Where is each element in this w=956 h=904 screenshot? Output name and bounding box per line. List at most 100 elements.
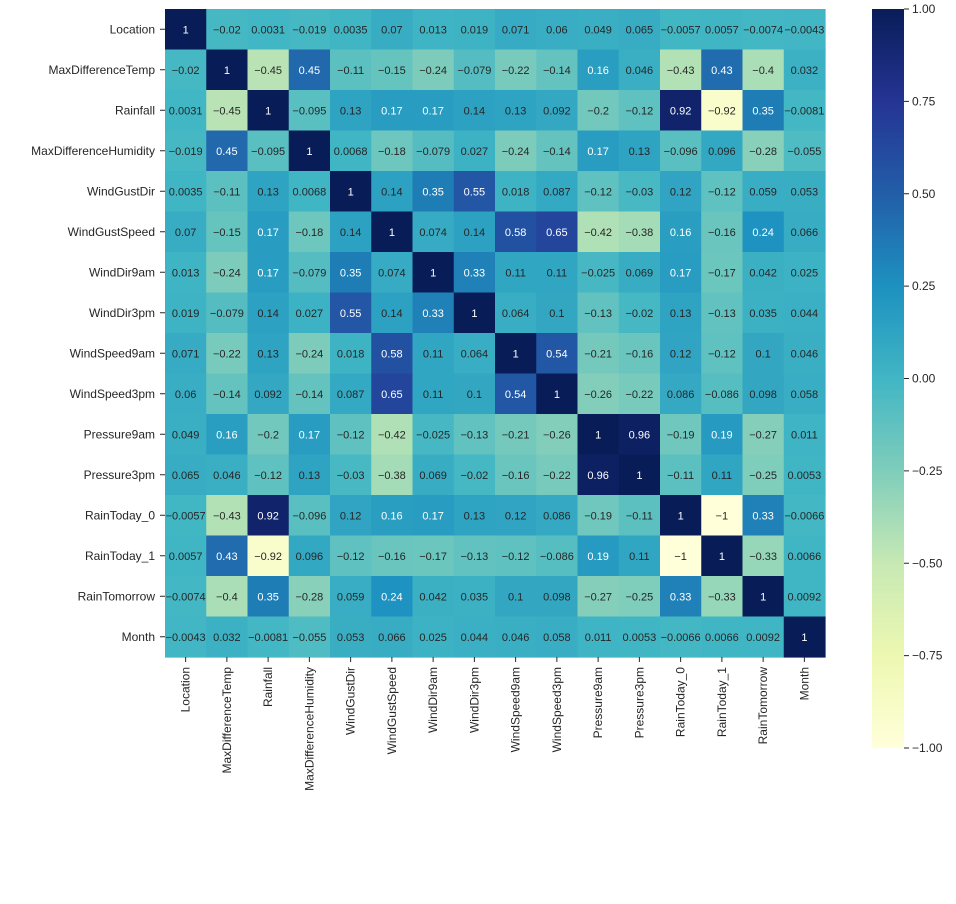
heatmap-cell-7-6 bbox=[412, 292, 455, 334]
heatmap-cell-14-2 bbox=[247, 576, 290, 618]
heatmap-cell-2-12 bbox=[660, 90, 702, 132]
x-tick-label-12: RainToday_0 bbox=[674, 667, 688, 737]
heatmap-cell-12-1 bbox=[206, 495, 249, 537]
heatmap-cell-5-6 bbox=[412, 211, 455, 253]
heatmap-cell-5-7 bbox=[453, 211, 496, 253]
heatmap-cell-15-10 bbox=[577, 616, 620, 658]
heatmap-cell-8-10 bbox=[577, 333, 620, 375]
cell-value-label-4-6: 0.35 bbox=[422, 186, 443, 198]
cell-value-label-0-8: 0.071 bbox=[502, 24, 530, 36]
heatmap-cell-0-15 bbox=[783, 9, 826, 51]
heatmap-cell-7-0 bbox=[165, 292, 207, 334]
cell-value-label-15-3: −0.055 bbox=[292, 632, 326, 644]
heatmap-cell-8-9 bbox=[536, 333, 579, 375]
cell-value-label-2-8: 0.13 bbox=[505, 105, 526, 117]
cell-value-label-10-9: −0.26 bbox=[543, 429, 571, 441]
cell-value-label-7-8: 0.064 bbox=[502, 308, 530, 320]
cell-value-label-4-1: −0.11 bbox=[213, 186, 240, 198]
heatmap-cell-9-2 bbox=[247, 373, 290, 415]
heatmap-cell-2-0 bbox=[165, 90, 207, 132]
heatmap-cell-2-5 bbox=[371, 90, 414, 132]
y-tick-label-9: WindSpeed3pm bbox=[70, 387, 155, 401]
heatmap-cell-5-2 bbox=[247, 211, 290, 253]
heatmap-cell-2-2 bbox=[247, 90, 290, 132]
cell-value-label-12-2: 0.92 bbox=[257, 510, 278, 522]
heatmap-cell-15-12 bbox=[660, 616, 702, 658]
heatmap-cell-8-7 bbox=[453, 333, 496, 375]
heatmap-cell-7-11 bbox=[618, 292, 661, 334]
heatmap-cell-4-14 bbox=[742, 171, 785, 213]
cell-value-label-0-9: 0.06 bbox=[546, 24, 567, 36]
cell-value-label-2-2: 1 bbox=[265, 105, 271, 117]
cell-value-label-9-9: 1 bbox=[554, 389, 560, 401]
cell-value-label-12-11: −0.11 bbox=[626, 510, 653, 522]
heatmap-cell-4-7 bbox=[453, 171, 496, 213]
cell-value-label-10-10: 1 bbox=[595, 429, 601, 441]
cell-value-label-5-8: 0.58 bbox=[505, 227, 526, 239]
cell-value-label-6-14: 0.042 bbox=[749, 267, 777, 279]
heatmap-cell-8-11 bbox=[618, 333, 661, 375]
heatmap-cell-4-3 bbox=[288, 171, 331, 213]
cell-value-label-15-0: −0.0043 bbox=[166, 632, 206, 644]
y-tick-label-5: WindGustSpeed bbox=[68, 225, 155, 239]
cell-value-label-2-7: 0.14 bbox=[464, 105, 485, 117]
cell-value-label-9-8: 0.54 bbox=[505, 389, 526, 401]
cell-value-label-14-5: 0.24 bbox=[381, 591, 402, 603]
cell-value-label-6-8: 0.11 bbox=[505, 267, 526, 279]
cell-value-label-10-3: 0.17 bbox=[299, 429, 320, 441]
heatmap-cell-7-13 bbox=[701, 292, 744, 334]
heatmap-cell-12-3 bbox=[288, 495, 331, 537]
heatmap-cell-11-7 bbox=[453, 454, 496, 496]
heatmap-cell-1-14 bbox=[742, 49, 785, 91]
heatmap-cell-7-1 bbox=[206, 292, 249, 334]
heatmap-cell-6-1 bbox=[206, 252, 249, 294]
cell-value-label-0-14: −0.0074 bbox=[743, 24, 783, 36]
heatmap-cell-12-8 bbox=[495, 495, 537, 537]
colorbar-tick-label-0: 1.00 bbox=[912, 2, 936, 16]
cell-value-label-9-3: −0.14 bbox=[295, 389, 323, 401]
cell-value-label-9-15: 0.058 bbox=[791, 389, 819, 401]
cell-value-label-8-7: 0.064 bbox=[461, 348, 489, 360]
heatmap-cell-0-0 bbox=[165, 9, 207, 51]
cell-value-label-5-15: 0.066 bbox=[791, 227, 819, 239]
cell-value-label-12-9: 0.086 bbox=[543, 510, 571, 522]
heatmap-cell-4-5 bbox=[371, 171, 414, 213]
heatmap-cell-7-3 bbox=[288, 292, 331, 334]
cell-value-label-7-6: 0.33 bbox=[422, 308, 443, 320]
colorbar-tick-label-4: 0.00 bbox=[912, 372, 936, 386]
cell-value-label-6-11: 0.069 bbox=[626, 267, 654, 279]
cell-value-label-12-3: −0.096 bbox=[292, 510, 326, 522]
heatmap-cell-13-0 bbox=[165, 535, 207, 577]
heatmap-cell-13-10 bbox=[577, 535, 620, 577]
cell-value-label-9-11: −0.22 bbox=[625, 389, 653, 401]
heatmap-cell-14-15 bbox=[783, 576, 826, 618]
heatmap-cell-0-3 bbox=[288, 9, 331, 51]
heatmap-cell-3-6 bbox=[412, 130, 455, 172]
heatmap-cell-0-8 bbox=[495, 9, 537, 51]
heatmap-cell-6-10 bbox=[577, 252, 620, 294]
heatmap-cell-2-11 bbox=[618, 90, 661, 132]
cell-value-label-8-2: 0.13 bbox=[257, 348, 278, 360]
heatmap-cell-4-15 bbox=[783, 171, 826, 213]
heatmap-cell-14-14 bbox=[742, 576, 785, 618]
cell-value-label-15-12: −0.0066 bbox=[661, 632, 701, 644]
heatmap-cell-3-2 bbox=[247, 130, 290, 172]
cell-value-label-1-3: 0.45 bbox=[299, 65, 320, 77]
heatmap-cell-3-4 bbox=[330, 130, 372, 172]
heatmap-cell-11-4 bbox=[330, 454, 372, 496]
cell-value-label-3-6: −0.079 bbox=[416, 146, 450, 158]
heatmap-cell-5-12 bbox=[660, 211, 702, 253]
cell-value-label-8-4: 0.018 bbox=[337, 348, 365, 360]
cell-value-label-10-1: 0.16 bbox=[216, 429, 237, 441]
heatmap-cell-1-15 bbox=[783, 49, 826, 91]
cell-value-label-4-0: 0.0035 bbox=[169, 186, 203, 198]
heatmap-cell-3-8 bbox=[495, 130, 537, 172]
cell-value-label-5-6: 0.074 bbox=[419, 227, 447, 239]
cell-value-label-3-5: −0.18 bbox=[378, 146, 406, 158]
heatmap-cell-9-1 bbox=[206, 373, 249, 415]
heatmap-cell-6-8 bbox=[495, 252, 537, 294]
cell-value-label-13-13: 1 bbox=[719, 551, 725, 563]
heatmap-cell-13-15 bbox=[783, 535, 826, 577]
heatmap-cell-4-1 bbox=[206, 171, 249, 213]
heatmap-cell-12-6 bbox=[412, 495, 455, 537]
